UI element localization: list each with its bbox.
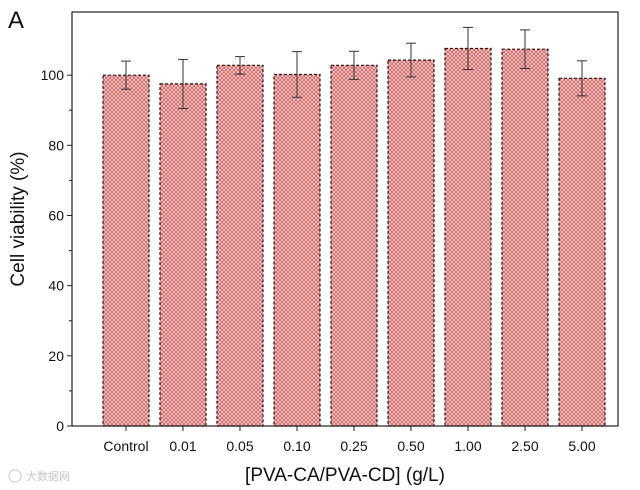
y-axis: 0 20 40 60 80 100	[41, 67, 72, 434]
watermark-icon	[8, 469, 22, 483]
bar-series	[102, 47, 606, 427]
x-tick-label: 0.01	[169, 438, 196, 454]
panel-label: A	[8, 7, 24, 34]
watermark-text: 大数据网	[26, 469, 70, 483]
bar-0-25	[330, 64, 378, 427]
y-tick-label: 100	[41, 67, 65, 83]
error-bars	[121, 26, 587, 109]
y-tick-label: 40	[48, 278, 64, 294]
y-tick-label: 80	[48, 137, 64, 153]
bar-0-10	[273, 73, 321, 427]
watermark: 大数据网	[8, 469, 70, 483]
bar-control	[102, 74, 150, 427]
x-tick-label: 0.25	[340, 438, 367, 454]
bar-0-01	[159, 83, 207, 427]
bar-0-05	[216, 64, 264, 427]
y-axis-title: Cell viability (%)	[8, 151, 29, 286]
y-tick-label: 20	[48, 348, 64, 364]
bar-2-50	[501, 48, 549, 427]
x-tick-label: 1.00	[454, 438, 481, 454]
x-tick-label: 2.50	[511, 438, 538, 454]
bar-0-50	[387, 59, 435, 427]
x-axis: Control 0.01 0.05 0.10 0.25 0.50 1.00 2.50 5.00	[103, 426, 596, 454]
x-tick-label: 0.50	[397, 438, 424, 454]
plot-frame	[71, 11, 619, 427]
x-tick-label: 5.00	[568, 438, 595, 454]
x-tick-label: Control	[103, 438, 148, 454]
x-tick-label: 0.10	[283, 438, 310, 454]
x-axis-title: [PVA-CA/PVA-CD] (g/L)	[245, 465, 445, 486]
bar-1-00	[444, 47, 492, 427]
bar-5-00	[558, 77, 606, 427]
x-tick-label: 0.05	[226, 438, 253, 454]
y-tick-label: 60	[48, 208, 64, 224]
y-tick-label: 0	[56, 418, 64, 434]
